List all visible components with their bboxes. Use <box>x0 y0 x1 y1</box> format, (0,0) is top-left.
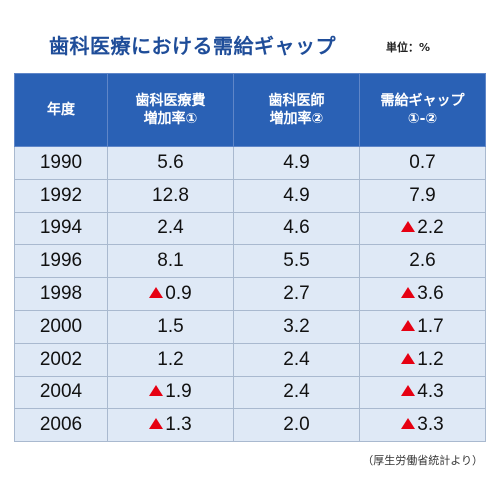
triangle-up-icon <box>401 221 416 233</box>
year-cell: 1994 <box>14 211 108 246</box>
table-row: 1998 0.9 2.7 3.6 <box>14 277 486 311</box>
value-cell: 1.2 <box>107 342 234 377</box>
value-cell: 2.7 <box>233 277 360 311</box>
header-gap: 需給ギャップ ①-② <box>359 73 486 147</box>
value-text: 7.9 <box>409 184 436 206</box>
value-text: 2.4 <box>157 217 184 239</box>
value-text: 1.2 <box>417 348 444 370</box>
value-cell: 4.3 <box>359 375 486 410</box>
header-year-label: 年度 <box>47 101 75 118</box>
value-text: 2.7 <box>283 283 310 305</box>
value-cell: 2.4 <box>107 211 234 246</box>
year-cell: 1990 <box>14 146 108 180</box>
value-cell: 1.3 <box>107 408 234 443</box>
value-text: 1.9 <box>165 381 192 403</box>
year-cell: 2000 <box>14 309 108 344</box>
unit-label: 単位：% <box>386 41 431 54</box>
triangle-up-icon <box>149 418 164 430</box>
source-note: （厚生労働省統計より） <box>362 454 483 467</box>
value-text: 2.2 <box>417 217 444 239</box>
triangle-up-icon <box>401 352 416 364</box>
value-cell: 3.2 <box>233 309 360 344</box>
value-cell: 1.7 <box>359 309 486 344</box>
year-cell: 1996 <box>14 244 108 279</box>
value-text: 12.8 <box>152 184 189 206</box>
value-text: 0.9 <box>165 283 192 305</box>
value-text: 1.7 <box>417 315 444 337</box>
header-dentist-growth-line2: 増加率② <box>269 111 324 127</box>
year-cell: 2006 <box>14 408 108 443</box>
value-cell: 7.9 <box>359 178 486 213</box>
value-cell: 4.9 <box>233 146 360 180</box>
value-cell: 1.5 <box>107 309 234 344</box>
page-title: 歯科医療における需給ギャップ <box>49 34 336 58</box>
value-text: 4.6 <box>283 217 310 239</box>
header-cost-growth-line1: 歯科医療費 <box>135 92 206 109</box>
value-text: 3.3 <box>417 414 444 436</box>
table-row: 1996 8.1 5.5 2.6 <box>14 244 486 279</box>
header-gap-line2: ①-② <box>407 111 438 127</box>
data-table: 年度 歯科医療費 増加率① 歯科医師 増加率② 需給ギャップ ①-② 1990 5… <box>14 73 486 443</box>
triangle-up-icon <box>149 385 164 397</box>
value-text: 3.6 <box>417 283 444 305</box>
value-cell: 4.6 <box>233 211 360 246</box>
value-text: 4.9 <box>283 151 310 173</box>
year-cell: 1998 <box>14 277 108 311</box>
table-header: 年度 歯科医療費 増加率① 歯科医師 増加率② 需給ギャップ ①-② <box>14 73 486 147</box>
value-cell: 1.2 <box>359 342 486 377</box>
year-cell: 2002 <box>14 342 108 377</box>
value-cell: 0.7 <box>359 146 486 180</box>
value-text: 4.3 <box>417 381 444 403</box>
value-cell: 2.0 <box>233 408 360 443</box>
table-row: 1992 12.8 4.9 7.9 <box>14 178 486 213</box>
value-cell: 5.6 <box>107 146 234 180</box>
triangle-up-icon <box>401 418 416 430</box>
table-body: 1990 5.6 4.9 0.7 1992 12.8 4.9 7.9 1994 2.4 4.6 2.2… <box>14 146 486 443</box>
value-text: 1.5 <box>157 315 184 337</box>
value-cell: 0.9 <box>107 277 234 311</box>
value-text: 8.1 <box>157 250 184 272</box>
value-text: 2.4 <box>283 381 310 403</box>
table-row: 2002 1.2 2.4 1.2 <box>14 342 486 377</box>
table-row: 2000 1.5 3.2 1.7 <box>14 309 486 344</box>
value-cell: 2.4 <box>233 375 360 410</box>
header-dentist-growth-line1: 歯科医師 <box>268 92 325 109</box>
value-text: 1.3 <box>165 414 192 436</box>
table-row: 1994 2.4 4.6 2.2 <box>14 211 486 246</box>
table-row: 2004 1.9 2.4 4.3 <box>14 375 486 410</box>
value-cell: 2.2 <box>359 211 486 246</box>
value-text: 5.6 <box>157 151 184 173</box>
value-text: 2.6 <box>409 250 436 272</box>
triangle-up-icon <box>401 287 416 299</box>
value-text: 2.0 <box>283 414 310 436</box>
table-row: 2006 1.3 2.0 3.3 <box>14 408 486 443</box>
year-cell: 1992 <box>14 178 108 213</box>
value-text: 4.9 <box>283 184 310 206</box>
triangle-up-icon <box>401 319 416 331</box>
header-gap-line1: 需給ギャップ <box>380 92 465 109</box>
value-text: 2.4 <box>283 348 310 370</box>
value-cell: 8.1 <box>107 244 234 279</box>
value-cell: 4.9 <box>233 178 360 213</box>
value-cell: 12.8 <box>107 178 234 213</box>
value-text: 5.5 <box>283 250 310 272</box>
table-row: 1990 5.6 4.9 0.7 <box>14 146 486 180</box>
header-cost-growth: 歯科医療費 増加率① <box>107 73 234 147</box>
value-cell: 2.4 <box>233 342 360 377</box>
value-text: 0.7 <box>409 151 436 173</box>
value-cell: 5.5 <box>233 244 360 279</box>
value-text: 3.2 <box>283 315 310 337</box>
header-year: 年度 <box>14 73 108 147</box>
triangle-up-icon <box>149 287 164 299</box>
year-cell: 2004 <box>14 375 108 410</box>
value-cell: 3.6 <box>359 277 486 311</box>
value-cell: 3.3 <box>359 408 486 443</box>
value-text: 1.2 <box>157 348 184 370</box>
value-cell: 1.9 <box>107 375 234 410</box>
value-cell: 2.6 <box>359 244 486 279</box>
header-cost-growth-line2: 増加率① <box>143 111 198 127</box>
triangle-up-icon <box>401 385 416 397</box>
header-dentist-growth: 歯科医師 増加率② <box>233 73 360 147</box>
